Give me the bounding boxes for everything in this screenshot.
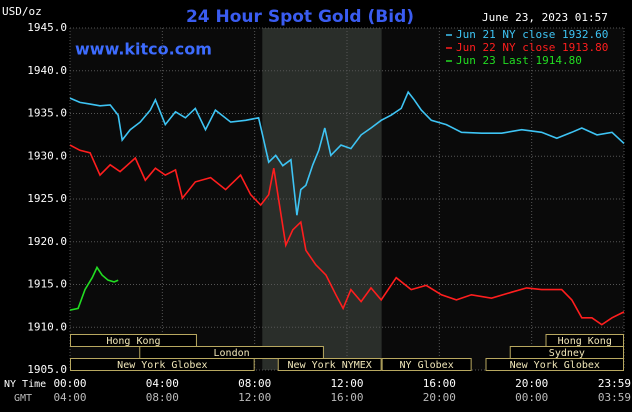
session-label: NY Globex bbox=[400, 360, 454, 371]
y-tick-label: 1930.0 bbox=[27, 149, 67, 162]
x-tick-label: 16:00 bbox=[423, 377, 456, 390]
x-tick-label: 04:00 bbox=[146, 377, 179, 390]
legend-entry: Jun 23 Last 1914.80 bbox=[456, 54, 582, 67]
x-axis-label: NY Time bbox=[4, 379, 46, 390]
y-tick-label: 1945.0 bbox=[27, 21, 67, 34]
session-label: Hong Kong bbox=[558, 336, 612, 347]
session-label: New York NYMEX bbox=[288, 360, 372, 371]
price-line bbox=[69, 144, 625, 326]
x-tick-label: 12:00 bbox=[330, 377, 363, 390]
y-axis-label: USD/oz bbox=[2, 5, 42, 18]
x2-tick-label: 03:59 bbox=[598, 391, 631, 404]
y-tick-label: 1940.0 bbox=[27, 64, 67, 77]
session-label: Sydney bbox=[549, 348, 585, 359]
price-line bbox=[69, 265, 119, 311]
x2-tick-label: 08:00 bbox=[146, 391, 179, 404]
y-tick-label: 1920.0 bbox=[27, 235, 67, 248]
session-box bbox=[70, 334, 197, 347]
y-tick-label: 1925.0 bbox=[27, 192, 67, 205]
legend-entry: Jun 21 NY close 1932.60 bbox=[456, 28, 608, 41]
session-box bbox=[70, 358, 255, 371]
session-box bbox=[485, 358, 624, 371]
x-tick-label: 20:00 bbox=[515, 377, 548, 390]
x2-tick-label: 00:00 bbox=[515, 391, 548, 404]
x-tick-label: 08:00 bbox=[238, 377, 271, 390]
timestamp: June 23, 2023 01:57 bbox=[482, 11, 608, 24]
session-label: Hong Kong bbox=[106, 336, 160, 347]
x2-tick-label: 12:00 bbox=[238, 391, 271, 404]
session-label: New York Globex bbox=[117, 360, 207, 371]
y-tick-label: 1905.0 bbox=[27, 363, 67, 376]
chart-title: 24 Hour Spot Gold (Bid) bbox=[186, 7, 414, 27]
session-box bbox=[277, 358, 382, 371]
y-tick-label: 1915.0 bbox=[27, 278, 67, 291]
y-tick-label: 1935.0 bbox=[27, 107, 67, 120]
x2-tick-label: 20:00 bbox=[423, 391, 456, 404]
x-tick-label: 23:59 bbox=[598, 377, 631, 390]
legend-entry: Jun 22 NY close 1913.80 bbox=[456, 41, 608, 54]
x-tick-label: 00:00 bbox=[53, 377, 86, 390]
x2-tick-label: 16:00 bbox=[330, 391, 363, 404]
y-tick-label: 1910.0 bbox=[27, 320, 67, 333]
x2-axis-label: GMT bbox=[14, 393, 32, 404]
x2-tick-label: 04:00 bbox=[53, 391, 86, 404]
session-box bbox=[381, 358, 472, 371]
price-line bbox=[69, 90, 625, 216]
session-label: New York Globex bbox=[510, 360, 600, 371]
website: www.kitco.com bbox=[75, 40, 212, 59]
session-label: London bbox=[214, 348, 250, 359]
